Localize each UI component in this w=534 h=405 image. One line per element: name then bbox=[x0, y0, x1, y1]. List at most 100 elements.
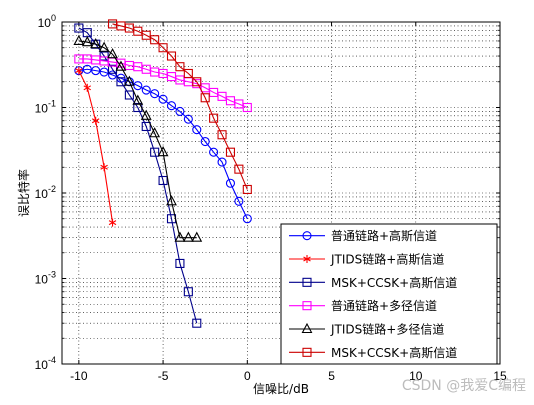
series-layer bbox=[73, 19, 252, 328]
star-stroke bbox=[91, 118, 100, 124]
data-point bbox=[175, 62, 185, 72]
data-point bbox=[98, 41, 110, 52]
data-point bbox=[149, 127, 161, 138]
data-point bbox=[100, 163, 108, 172]
x-tick-label: 0 bbox=[244, 369, 251, 383]
legend-item: 普通链路+多径信道 bbox=[289, 298, 437, 313]
data-point bbox=[158, 94, 168, 104]
data-point bbox=[141, 121, 151, 132]
data-point bbox=[91, 66, 101, 76]
series-5 bbox=[73, 34, 203, 242]
y-axis: 100 10-1 10-2 10-3 10-4 bbox=[35, 13, 500, 372]
data-point bbox=[108, 218, 117, 227]
data-point bbox=[158, 43, 168, 53]
data-point bbox=[150, 35, 160, 45]
data-point bbox=[175, 258, 185, 268]
legend-label: MSK+CCSK+高斯信道 bbox=[331, 275, 457, 290]
x-axis: -10 -5 0 5 10 15 bbox=[70, 22, 507, 383]
x-tick-label: -5 bbox=[158, 369, 169, 383]
data-point bbox=[132, 94, 144, 105]
legend-box bbox=[280, 223, 498, 365]
data-point bbox=[234, 164, 244, 174]
data-point bbox=[192, 77, 202, 87]
legend-label: JTIDS链路+多径信道 bbox=[330, 322, 444, 337]
data-point bbox=[150, 147, 160, 157]
data-point bbox=[209, 147, 219, 157]
series-4 bbox=[74, 54, 252, 113]
data-point bbox=[191, 231, 203, 242]
data-point bbox=[242, 214, 252, 224]
star-stroke bbox=[108, 220, 117, 226]
legend-label: 普通链路+高斯信道 bbox=[331, 228, 437, 243]
data-point bbox=[209, 113, 219, 123]
data-point bbox=[175, 106, 185, 116]
legend-marker bbox=[302, 277, 312, 287]
legend-item: JTIDS链路+高斯信道 bbox=[289, 252, 444, 267]
data-point bbox=[157, 146, 169, 157]
data-point bbox=[200, 93, 210, 103]
data-point bbox=[150, 89, 160, 99]
data-point bbox=[174, 231, 186, 242]
data-point bbox=[124, 90, 134, 100]
watermark: CSDN @我爱C编程 bbox=[402, 378, 526, 394]
data-point bbox=[225, 147, 236, 157]
star-stroke bbox=[100, 164, 108, 170]
series-2 bbox=[75, 66, 117, 227]
data-point bbox=[225, 178, 236, 188]
series-6 bbox=[107, 19, 252, 195]
data-point bbox=[158, 175, 168, 186]
data-point bbox=[200, 83, 210, 93]
data-point bbox=[217, 130, 227, 140]
y-tick-label: 10-2 bbox=[35, 184, 56, 201]
data-point bbox=[141, 85, 151, 95]
legend-marker bbox=[303, 255, 311, 263]
data-point bbox=[166, 51, 177, 61]
data-point bbox=[83, 83, 92, 92]
legend-item: JTIDS链路+多径信道 bbox=[289, 322, 444, 337]
legend-marker bbox=[301, 322, 313, 334]
legend-label: JTIDS链路+高斯信道 bbox=[330, 252, 444, 267]
data-point bbox=[166, 195, 177, 206]
legend-item: 普通链路+高斯信道 bbox=[289, 228, 437, 243]
legend-item: MSK+CCSK+高斯信道 bbox=[289, 345, 457, 360]
legend-label: 普通链路+多径信道 bbox=[331, 298, 437, 313]
y-axis-label: 误比特率 bbox=[16, 169, 31, 217]
data-point bbox=[74, 23, 84, 33]
data-point bbox=[183, 287, 193, 297]
grid bbox=[62, 22, 500, 364]
data-point bbox=[82, 64, 92, 74]
data-point bbox=[75, 66, 83, 75]
data-point bbox=[183, 114, 193, 124]
data-point bbox=[192, 318, 202, 328]
x-tick-label: -10 bbox=[70, 369, 88, 383]
data-point bbox=[182, 231, 194, 242]
series-line bbox=[112, 23, 248, 190]
legend: 普通链路+高斯信道 JTIDS链路+高斯信道 MSK+CCSK+高斯信道普通链路+多… bbox=[280, 223, 498, 365]
legend-marker bbox=[302, 231, 312, 241]
x-tick-label: 5 bbox=[328, 369, 335, 383]
y-tick-label: 10-1 bbox=[35, 99, 56, 116]
data-point bbox=[73, 34, 85, 46]
data-point bbox=[200, 136, 210, 147]
data-point bbox=[140, 109, 152, 120]
legend-label: MSK+CCSK+高斯信道 bbox=[331, 345, 457, 360]
star-stroke bbox=[303, 256, 311, 262]
data-point bbox=[242, 184, 252, 195]
y-tick-label: 10-3 bbox=[35, 270, 56, 287]
x-axis-label: 信噪比/dB bbox=[253, 382, 309, 396]
data-point bbox=[242, 102, 252, 113]
data-point bbox=[116, 77, 126, 87]
data-point bbox=[115, 60, 127, 71]
data-point bbox=[217, 157, 227, 167]
data-point bbox=[123, 75, 135, 86]
data-point bbox=[166, 101, 177, 111]
series-1 bbox=[74, 64, 252, 224]
star-stroke bbox=[75, 68, 83, 74]
series-line bbox=[78, 58, 248, 109]
legend-item: MSK+CCSK+高斯信道 bbox=[289, 275, 457, 290]
y-tick-label: 100 bbox=[38, 13, 56, 30]
data-point bbox=[90, 38, 102, 49]
data-point bbox=[81, 36, 93, 47]
data-point bbox=[192, 125, 202, 135]
